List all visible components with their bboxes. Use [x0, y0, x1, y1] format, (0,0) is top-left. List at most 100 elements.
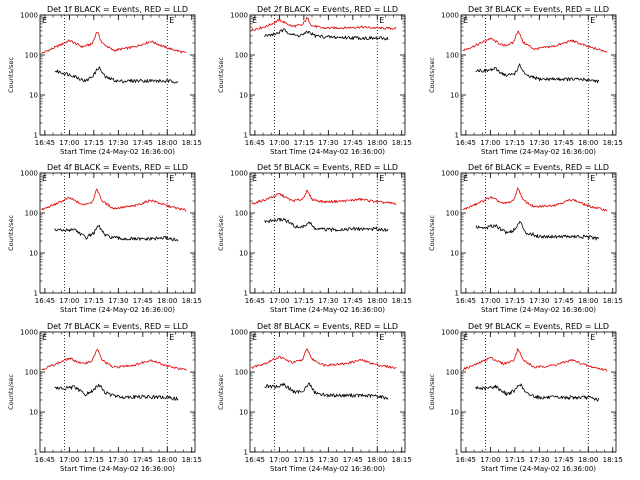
y-tick-label: 10 — [29, 409, 38, 417]
marker-label-right: E — [169, 174, 174, 183]
marker-label-right: E — [590, 174, 595, 183]
y-axis-label: Counts/sec — [428, 215, 436, 251]
x-tick-label: 16:45 — [456, 297, 476, 305]
chart-title: Det 1f BLACK = Events, RED = LLD — [47, 5, 188, 14]
events-series-line — [54, 383, 179, 401]
y-tick-label: 100 — [235, 369, 248, 377]
x-tick-label: 16:45 — [35, 456, 55, 464]
x-tick-label: 17:30 — [108, 297, 128, 305]
marker-label-left: E — [252, 333, 257, 342]
x-tick-label: 17:45 — [133, 297, 153, 305]
y-tick-label: 1000 — [230, 170, 248, 178]
y-tick-label: 1 — [455, 132, 459, 140]
x-tick-label: 16:45 — [35, 139, 55, 147]
x-tick-label: 18:15 — [182, 139, 202, 147]
y-tick-label: 10 — [239, 409, 248, 417]
y-tick-label: 1000 — [441, 12, 459, 20]
y-tick-label: 1 — [34, 449, 38, 457]
x-tick-label: 17:45 — [554, 297, 574, 305]
x-tick-label: 17:15 — [294, 456, 314, 464]
events-series-line — [54, 224, 179, 242]
x-tick-label: 17:30 — [318, 456, 338, 464]
x-tick-label: 17:30 — [529, 456, 549, 464]
marker-label-left: E — [252, 174, 257, 183]
chart-title: Det 3f BLACK = Events, RED = LLD — [468, 5, 609, 14]
x-tick-label: 18:00 — [367, 297, 387, 305]
x-tick-label: 17:45 — [554, 139, 574, 147]
x-tick-label: 17:15 — [505, 139, 525, 147]
y-tick-label: 1 — [34, 132, 38, 140]
y-tick-label: 1 — [34, 290, 38, 298]
x-tick-label: 18:15 — [603, 297, 623, 305]
x-tick-label: 16:45 — [245, 456, 265, 464]
x-tick-label: 18:15 — [392, 297, 412, 305]
x-axis-label: Start Time (24-May-02 16:36:00) — [270, 465, 385, 473]
x-tick-label: 17:45 — [343, 297, 363, 305]
marker-label-left: E — [463, 16, 468, 25]
lld-series-line — [41, 188, 187, 212]
x-tick-label: 17:30 — [529, 297, 549, 305]
x-tick-label: 17:30 — [318, 297, 338, 305]
plot-frame — [460, 172, 617, 294]
y-tick-label: 100 — [235, 210, 248, 218]
chart-title: Det 4f BLACK = Events, RED = LLD — [47, 163, 188, 172]
plot-frame — [249, 172, 406, 294]
x-axis-label: Start Time (24-May-02 16:36:00) — [481, 306, 596, 314]
y-tick-label: 10 — [239, 92, 248, 100]
x-tick-label: 16:45 — [245, 139, 265, 147]
y-axis-label: Counts/sec — [428, 374, 436, 410]
chart-panel-5: Det 5f BLACK = Events, RED = LLD 1 10 100 10… — [217, 163, 412, 314]
x-tick-label: 18:00 — [578, 456, 598, 464]
x-tick-label: 18:15 — [392, 456, 412, 464]
x-tick-label: 17:15 — [505, 297, 525, 305]
y-tick-label: 1 — [455, 290, 459, 298]
y-tick-label: 10 — [450, 409, 459, 417]
y-tick-label: 100 — [446, 210, 459, 218]
x-axis-label: Start Time (24-May-02 16:36:00) — [60, 465, 175, 473]
chart-title: Det 9f BLACK = Events, RED = LLD — [468, 322, 609, 331]
y-axis-label: Counts/sec — [7, 57, 15, 93]
marker-label-right: E — [590, 333, 595, 342]
y-axis-label: Counts/sec — [217, 215, 225, 251]
marker-label-right: E — [590, 16, 595, 25]
y-tick-label: 100 — [235, 52, 248, 60]
lld-series-line — [251, 17, 397, 31]
y-tick-label: 10 — [450, 92, 459, 100]
marker-label-left: E — [463, 174, 468, 183]
chart-panel-7: Det 7f BLACK = Events, RED = LLD 1 10 100 10… — [7, 322, 202, 473]
x-tick-label: 17:00 — [269, 297, 289, 305]
lld-series-line — [251, 189, 397, 205]
chart-panel-8: Det 8f BLACK = Events, RED = LLD 1 10 100 10… — [217, 322, 412, 473]
x-tick-label: 17:45 — [343, 456, 363, 464]
lld-series-line — [41, 32, 187, 55]
x-axis-label: Start Time (24-May-02 16:36:00) — [270, 148, 385, 156]
x-tick-label: 18:00 — [157, 456, 177, 464]
marker-label-left: E — [463, 333, 468, 342]
marker-label-right: E — [379, 174, 384, 183]
events-series-line — [264, 217, 389, 232]
chart-title: Det 6f BLACK = Events, RED = LLD — [468, 163, 609, 172]
y-tick-label: 10 — [29, 250, 38, 258]
x-tick-label: 18:00 — [578, 297, 598, 305]
x-tick-label: 17:00 — [480, 297, 500, 305]
x-tick-label: 16:45 — [245, 297, 265, 305]
y-tick-label: 10 — [450, 250, 459, 258]
marker-label-right: E — [379, 333, 384, 342]
x-tick-label: 18:15 — [182, 456, 202, 464]
x-axis-label: Start Time (24-May-02 16:36:00) — [60, 148, 175, 156]
x-tick-label: 18:00 — [157, 139, 177, 147]
marker-label-left: E — [42, 333, 47, 342]
x-tick-label: 17:30 — [108, 456, 128, 464]
y-axis-label: Counts/sec — [217, 374, 225, 410]
y-axis-label: Counts/sec — [217, 57, 225, 93]
y-axis-label: Counts/sec — [428, 57, 436, 93]
x-tick-label: 18:00 — [367, 139, 387, 147]
x-axis-label: Start Time (24-May-02 16:36:00) — [60, 306, 175, 314]
y-tick-label: 100 — [25, 210, 38, 218]
y-tick-label: 10 — [29, 92, 38, 100]
x-tick-label: 17:00 — [480, 456, 500, 464]
plot-frame — [249, 331, 406, 453]
marker-label-left: E — [42, 16, 47, 25]
marker-label-right: E — [379, 16, 384, 25]
chart-title: Det 7f BLACK = Events, RED = LLD — [47, 322, 188, 331]
